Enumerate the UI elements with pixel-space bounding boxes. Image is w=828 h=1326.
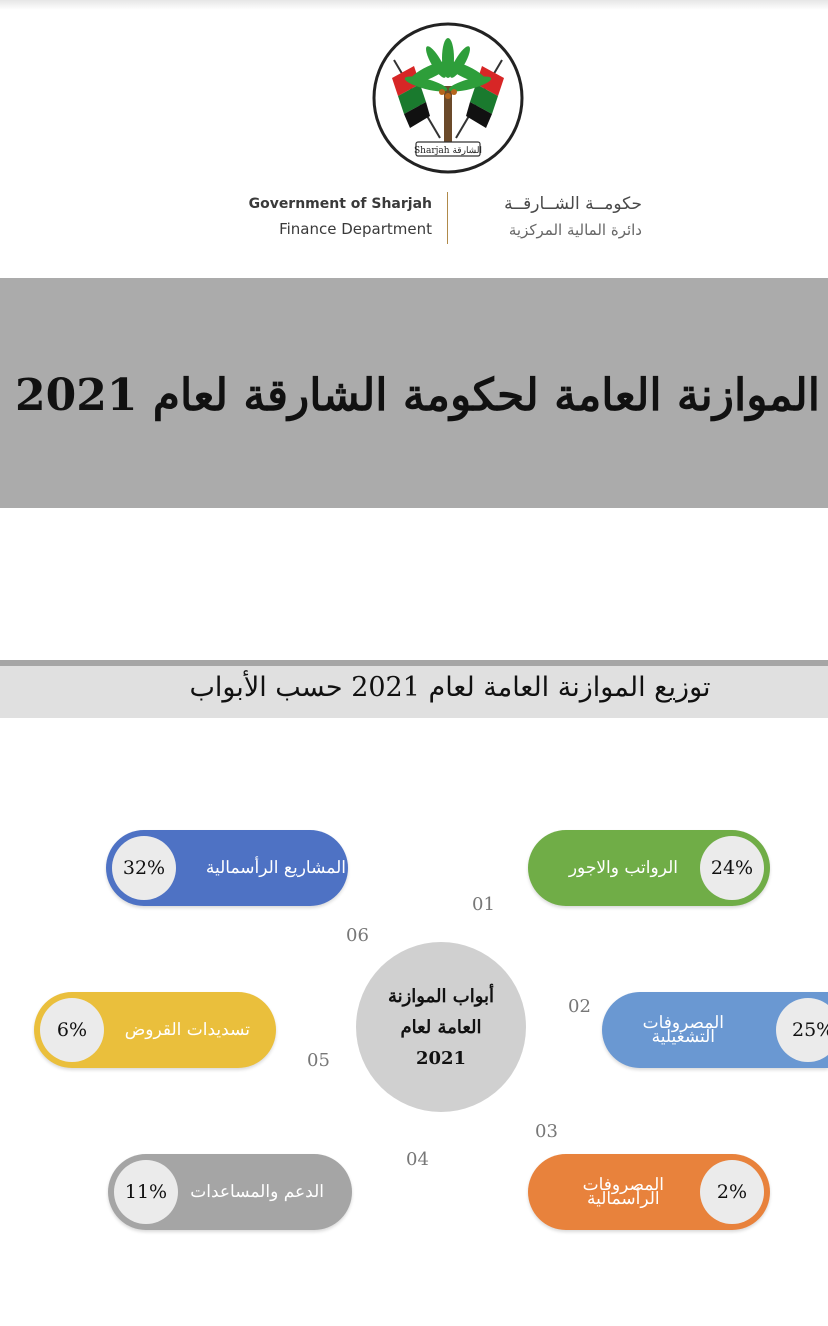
chapter-02-label-line1: المصروفات <box>642 1013 724 1033</box>
section-title: توزيع الموازنة العامة لعام 2021 حسب الأب… <box>189 672 711 703</box>
center-label-line2: العامة لعام <box>400 1016 482 1038</box>
chapter-02-number: 02 <box>568 996 591 1017</box>
chapter-01-percent: 24% <box>700 836 764 900</box>
chapter-03-number: 03 <box>535 1121 558 1142</box>
chapter-02-label: المصروفات التشغيلية <box>643 992 724 1068</box>
logo-divider <box>447 192 448 244</box>
title-banner: الموازنة العامة لحكومة الشارقة لعام 2021 <box>0 278 828 508</box>
sharjah-emblem-logo: Sharjah الشارقة <box>372 22 524 174</box>
center-label: أبواب الموازنة العامة لعام 2021 <box>381 981 501 1074</box>
chapter-06-capital-projects: 32% المشاريع الرأسمالية <box>106 830 348 906</box>
chapter-06-number: 06 <box>346 925 369 946</box>
chapter-04-support: 11% الدعم والمساعدات <box>108 1154 352 1230</box>
chapter-03-capital-expenses: المصروفات الرأسمالية 2% <box>528 1154 770 1230</box>
chapter-01-number: 01 <box>472 894 495 915</box>
chapter-02-percent: 25% <box>776 998 828 1062</box>
chapter-02-label-line2: التشغيلية <box>651 1027 716 1047</box>
chapter-05-loans: 6% تسديدات القروض <box>34 992 276 1068</box>
logo-en-department: Finance Department <box>279 220 432 238</box>
top-shade <box>0 0 828 10</box>
section-band <box>0 666 828 718</box>
chapter-03-label-line2: الرأسمالية <box>586 1189 660 1209</box>
chapter-04-number: 04 <box>406 1149 429 1170</box>
logo-ar-department: دائرة المالية المركزية <box>508 221 642 239</box>
chapter-05-number: 05 <box>307 1050 330 1071</box>
emblem-caption: Sharjah الشارقة <box>414 146 482 156</box>
chapter-04-label: الدعم والمساعدات <box>190 1182 324 1202</box>
chapter-06-label: المشاريع الرأسمالية <box>205 858 346 878</box>
center-label-line3: 2021 <box>415 1047 467 1069</box>
logo-english: Government of Sharjah Finance Department <box>249 194 432 244</box>
chapter-05-label: تسديدات القروض <box>124 1020 250 1040</box>
page-title: الموازنة العامة لحكومة الشارقة لعام 2021 <box>14 370 820 421</box>
logo-arabic: حكومــة الشــارقــة دائرة المالية المركز… <box>462 190 642 242</box>
logo-ar-government: حكومــة الشــارقــة <box>504 194 642 214</box>
section-divider <box>0 660 828 666</box>
chapter-05-percent: 6% <box>40 998 104 1062</box>
chapter-04-percent: 11% <box>114 1160 178 1224</box>
center-circle: أبواب الموازنة العامة لعام 2021 <box>356 942 526 1112</box>
chapter-02-operating: المصروفات التشغيلية 25% <box>602 992 828 1068</box>
logo-en-government: Government of Sharjah <box>248 196 432 212</box>
chapter-06-percent: 32% <box>112 836 176 900</box>
chapter-01-label: الرواتب والاجور <box>568 858 678 878</box>
center-label-line1: أبواب الموازنة <box>387 985 495 1007</box>
chapter-03-percent: 2% <box>700 1160 764 1224</box>
chapter-01-salaries: الرواتب والاجور 24% <box>528 830 770 906</box>
chapter-03-label-line1: المصروفات <box>582 1175 664 1195</box>
chapter-03-label: المصروفات الرأسمالية <box>583 1154 664 1230</box>
